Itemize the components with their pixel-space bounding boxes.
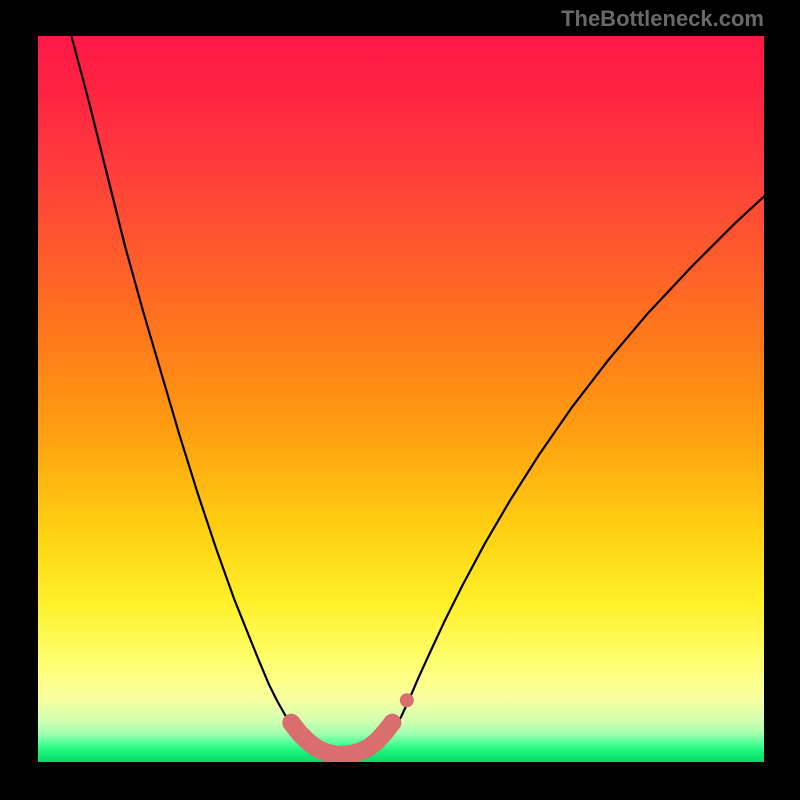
accent-marker: [400, 693, 414, 707]
valley-marker: [383, 714, 401, 732]
bottleneck-curve: [71, 36, 764, 759]
curve-layer: [38, 36, 764, 762]
plot-area: [38, 36, 764, 762]
watermark-text: TheBottleneck.com: [561, 6, 764, 32]
outer-frame: TheBottleneck.com: [0, 0, 800, 800]
